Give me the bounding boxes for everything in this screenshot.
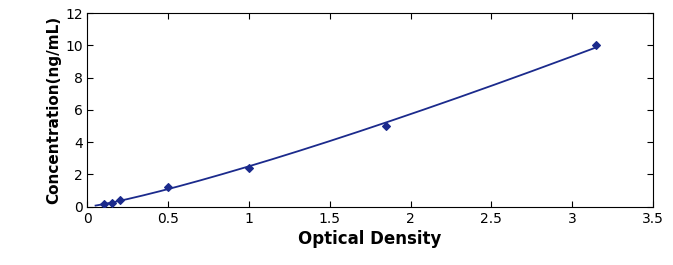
Y-axis label: Concentration(ng/mL): Concentration(ng/mL) (46, 16, 61, 204)
X-axis label: Optical Density: Optical Density (298, 230, 442, 248)
